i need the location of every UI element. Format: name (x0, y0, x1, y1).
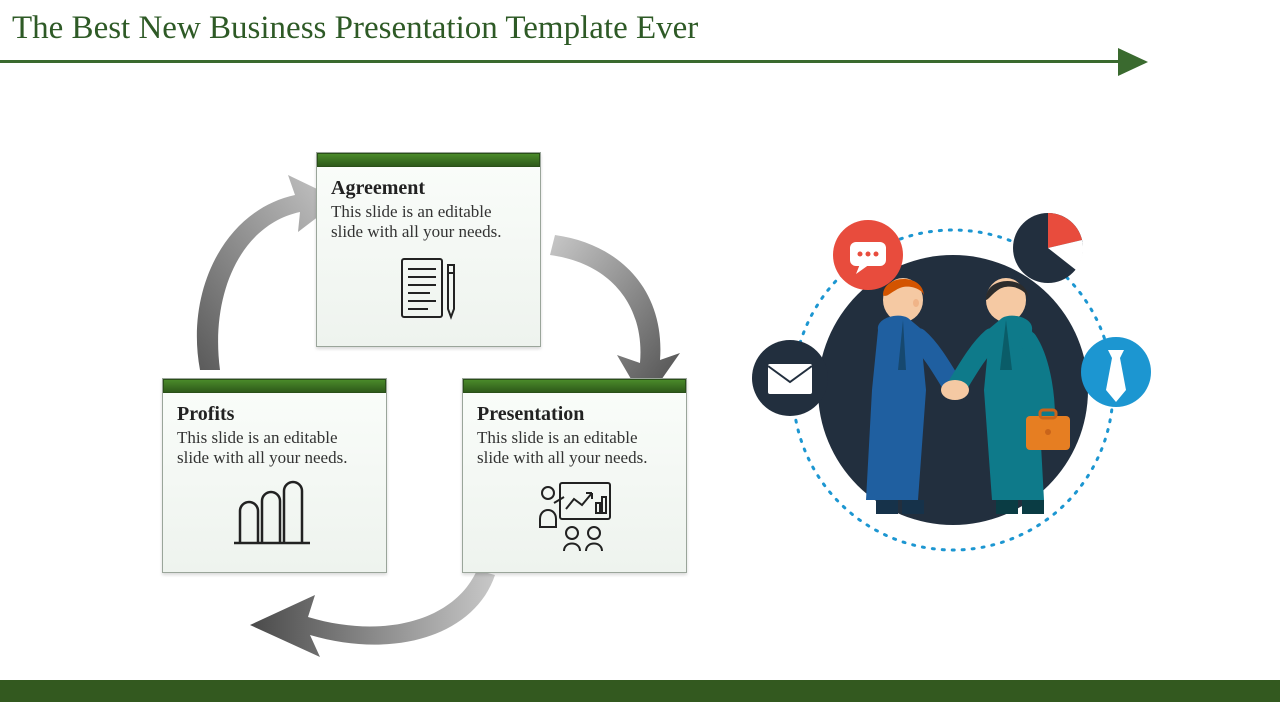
pie-bubble-icon (1013, 213, 1083, 283)
bar-chart-icon (177, 477, 372, 553)
card-header (163, 379, 386, 393)
card-text: This slide is an editable slide with all… (331, 202, 526, 243)
card-title: Profits (177, 403, 372, 426)
card-presentation: Presentation This slide is an editable s… (462, 378, 687, 573)
card-profits: Profits This slide is an editable slide … (162, 378, 387, 573)
mail-bubble-icon (752, 340, 828, 416)
card-text: This slide is an editable slide with all… (177, 428, 372, 469)
presenter-board-icon (477, 477, 672, 555)
card-title: Agreement (331, 177, 526, 200)
slide-title: The Best New Business Presentation Templ… (12, 10, 698, 47)
card-title: Presentation (477, 403, 672, 426)
card-text: This slide is an editable slide with all… (477, 428, 672, 469)
title-underline-arrow (0, 60, 1120, 63)
chat-bubble-icon (833, 220, 903, 290)
tie-bubble-icon (1081, 337, 1151, 407)
handshake-illustration (748, 200, 1158, 580)
card-header (317, 153, 540, 167)
cycle-arrow-3 (245, 565, 505, 675)
card-agreement: Agreement This slide is an editable slid… (316, 152, 541, 347)
title-arrow-head (1118, 48, 1148, 76)
bottom-bar (0, 680, 1280, 702)
document-pen-icon (331, 251, 526, 329)
card-header (463, 379, 686, 393)
